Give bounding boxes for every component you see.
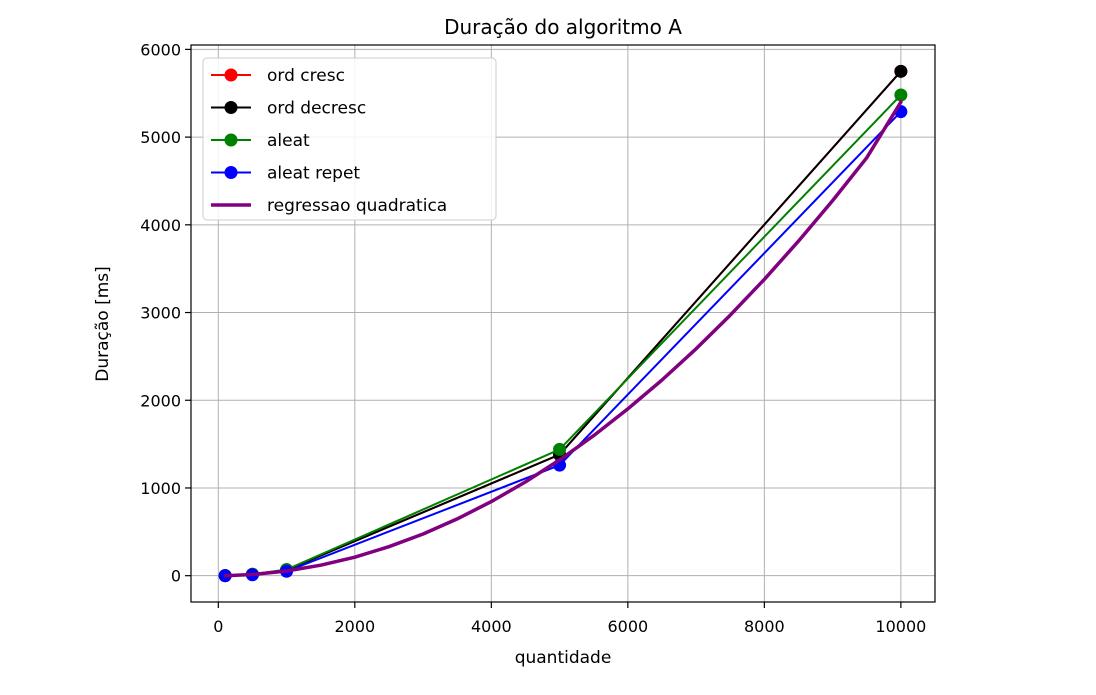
- y-axis: 0 1000 2000 3000 4000 5000 6000: [140, 40, 191, 586]
- legend-item: aleat: [211, 131, 310, 151]
- y-tick-label: 4000: [140, 216, 181, 235]
- legend-item: ord cresc: [211, 66, 345, 86]
- chart-title: Duração do algoritmo A: [444, 15, 682, 39]
- y-tick-label: 3000: [140, 304, 181, 323]
- y-tick-label: 1000: [140, 479, 181, 498]
- legend-label: ord decresc: [267, 99, 366, 119]
- series-4: [223, 100, 903, 578]
- legend-marker: [224, 101, 238, 114]
- x-tick-label: 6000: [607, 617, 648, 636]
- x-tick-label: 8000: [744, 617, 785, 636]
- data-point: [553, 442, 567, 456]
- y-axis-label: Duração [ms]: [93, 266, 113, 382]
- legend-marker: [224, 166, 238, 179]
- legend-item: ord decresc: [211, 99, 366, 119]
- y-tick-label: 6000: [140, 40, 181, 59]
- data-point: [894, 64, 908, 78]
- legend-label: ord cresc: [267, 66, 345, 86]
- legend-box: [202, 57, 497, 221]
- series-line: [223, 100, 903, 578]
- y-tick-label: 5000: [140, 128, 181, 147]
- x-axis: 0 2000 4000 6000 8000 10000: [213, 602, 926, 636]
- x-tick-label: 2000: [334, 617, 375, 636]
- series-layer: [218, 64, 908, 583]
- legend-label: aleat repet: [267, 164, 360, 184]
- legend-label: regressao quadratica: [267, 196, 447, 216]
- legend-marker: [224, 133, 238, 147]
- legend-item: regressao quadratica: [211, 196, 447, 216]
- x-axis-label: quantidade: [515, 648, 612, 668]
- legend-label: aleat: [267, 131, 310, 151]
- plot-frame: [190, 44, 936, 603]
- x-tick-label: 4000: [471, 617, 512, 636]
- y-tick-label: 2000: [140, 391, 181, 410]
- y-tick-label: 0: [171, 567, 181, 586]
- x-tick-label: 0: [213, 617, 223, 636]
- legend: ord cresc ord decresc aleat aleat repet regr…: [202, 57, 497, 221]
- x-tick-label: 10000: [875, 617, 926, 636]
- legend-item: aleat repet: [211, 164, 360, 184]
- data-point: [894, 88, 908, 102]
- legend-marker: [224, 68, 238, 82]
